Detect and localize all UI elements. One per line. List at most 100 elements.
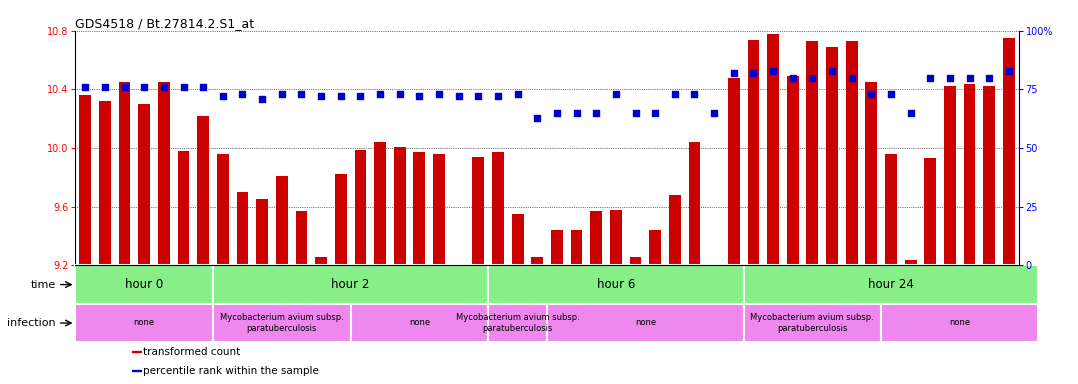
Point (549, 110, 566, 116)
Bar (414, 152, 425, 265)
Bar (983, 86, 995, 265)
Point (725, 70, 743, 76)
Point (804, 74, 821, 81)
Point (215, 93, 232, 99)
Bar (355, 149, 367, 265)
Text: Mycobacterium avium subsp.
paratuberculosis: Mycobacterium avium subsp. paratuberculo… (220, 313, 344, 333)
Bar (133, 351, 141, 352)
Bar (708, 264, 720, 265)
Bar (885, 154, 897, 265)
Text: hour 2: hour 2 (331, 278, 370, 291)
Point (351, 93, 369, 99)
Point (588, 110, 605, 116)
Bar (881, 304, 1038, 342)
Text: none: none (635, 318, 655, 328)
Point (489, 93, 507, 99)
Point (391, 91, 409, 97)
Point (253, 96, 271, 102)
Point (824, 68, 841, 74)
Point (293, 91, 310, 97)
Text: none: none (134, 318, 155, 328)
Bar (99, 101, 111, 265)
Bar (488, 265, 744, 304)
Bar (315, 257, 327, 265)
Point (116, 84, 134, 90)
Bar (787, 76, 799, 265)
Point (666, 91, 683, 97)
Bar (488, 304, 547, 342)
Text: none: none (950, 318, 970, 328)
Text: percentile rank within the sample: percentile rank within the sample (142, 366, 318, 376)
Text: none: none (409, 318, 430, 328)
Text: hour 0: hour 0 (125, 278, 164, 291)
Point (273, 91, 290, 97)
Bar (217, 154, 229, 265)
Point (509, 91, 526, 97)
Point (627, 110, 645, 116)
Bar (276, 176, 288, 265)
Bar (551, 230, 563, 265)
Bar (846, 41, 858, 265)
Point (450, 93, 467, 99)
Bar (80, 95, 92, 265)
Point (332, 93, 349, 99)
Bar (924, 158, 936, 265)
Point (194, 84, 211, 90)
Text: hour 24: hour 24 (868, 278, 914, 291)
Bar (944, 86, 956, 265)
Bar (610, 210, 622, 265)
Point (686, 91, 703, 97)
Point (528, 114, 545, 121)
Bar (747, 40, 759, 265)
Point (607, 91, 624, 97)
Text: GDS4518 / Bt.27814.2.S1_at: GDS4518 / Bt.27814.2.S1_at (75, 17, 254, 30)
Bar (744, 265, 1038, 304)
Point (883, 91, 900, 97)
Bar (213, 304, 350, 342)
Bar (904, 260, 916, 265)
Bar (689, 142, 701, 265)
Bar (350, 304, 488, 342)
Point (411, 93, 428, 99)
Text: Mycobacterium avium subsp.
paratuberculosis: Mycobacterium avium subsp. paratuberculo… (456, 313, 580, 333)
Bar (119, 82, 130, 265)
Bar (138, 104, 150, 265)
Point (175, 84, 192, 90)
Bar (1003, 38, 1014, 265)
Point (764, 68, 782, 74)
Bar (570, 230, 582, 265)
Point (1000, 68, 1018, 74)
Bar (295, 211, 307, 265)
Bar (768, 34, 779, 265)
Text: infection: infection (8, 318, 56, 328)
Bar (826, 47, 838, 265)
Point (77, 84, 94, 90)
Point (843, 74, 860, 81)
Point (784, 74, 801, 81)
Point (960, 74, 978, 81)
Point (902, 110, 920, 116)
Point (234, 91, 251, 97)
Bar (75, 265, 213, 304)
Bar (133, 370, 141, 371)
Text: transformed count: transformed count (142, 347, 240, 357)
Point (981, 74, 998, 81)
Bar (669, 195, 680, 265)
Bar (806, 41, 818, 265)
Bar (472, 157, 484, 265)
Point (568, 110, 585, 116)
Bar (964, 84, 976, 265)
Bar (393, 147, 405, 265)
Bar (591, 211, 603, 265)
Text: time: time (30, 280, 56, 290)
Point (430, 91, 447, 97)
Bar (512, 214, 524, 265)
Point (862, 91, 880, 97)
Bar (630, 257, 641, 265)
Point (155, 84, 172, 90)
Point (136, 84, 153, 90)
Bar (236, 192, 248, 265)
Bar (374, 142, 386, 265)
Bar (547, 304, 744, 342)
Bar (75, 304, 213, 342)
